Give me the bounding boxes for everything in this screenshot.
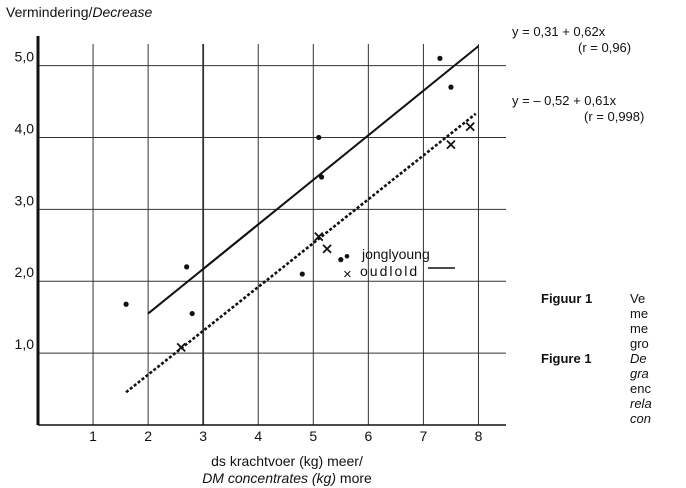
legend-label-old: oudlold — [360, 263, 419, 279]
data-point-old — [314, 232, 324, 242]
fit-r-old: (r = 0,998) — [584, 109, 644, 124]
legend-label-young: jonglyoung — [361, 246, 430, 262]
x-tick-label: 6 — [364, 428, 372, 444]
data-point-old — [446, 140, 456, 150]
x-axis-label-nl: ds krachtvoer (kg) meer/ — [211, 453, 363, 469]
x-axis-label-en: DM concentrates (kg) more — [202, 470, 372, 486]
caption-line: De — [630, 351, 647, 366]
x-tick-label: 4 — [254, 428, 262, 444]
y-tick-label: 4,0 — [15, 120, 35, 136]
fit-equation-old: y = – 0,52 + 0,61x — [512, 93, 617, 108]
fit-lines — [125, 45, 480, 394]
caption-line: Ve — [630, 291, 646, 306]
y-axis-label-nl: Vermindering/Decrease — [6, 4, 153, 20]
grid-lines — [38, 44, 506, 425]
fit-equation-young: y = 0,31 + 0,62x — [512, 24, 606, 39]
legend-cross-symbol: × — [343, 266, 352, 283]
y-tick-label: 5,0 — [15, 49, 35, 65]
y-tick-label: 2,0 — [15, 264, 35, 280]
data-point-young — [316, 134, 322, 141]
cross-stroke — [176, 342, 186, 352]
tick-labels: 1 2 3 4 5 6 7 8 1,0 2,0 3,0 4,0 5,0 — [15, 49, 483, 444]
cross-stroke — [446, 140, 456, 150]
legend: • jonglyoung × oudlold — [343, 246, 430, 283]
data-point-young — [123, 301, 129, 307]
cross-stroke — [322, 244, 332, 254]
caption-line: gra — [630, 366, 649, 381]
data-point-young — [299, 271, 305, 277]
caption-line: enc — [630, 381, 651, 396]
caption-line: me — [630, 321, 649, 336]
x-tick-label: 3 — [199, 428, 207, 444]
fit-line-young — [202, 223, 259, 270]
data-point-young — [318, 174, 325, 180]
data-point-old — [322, 244, 332, 254]
x-tick-label: 1 — [89, 428, 97, 444]
data-point-young — [189, 310, 195, 317]
caption-line: me — [630, 306, 649, 321]
data-point-young — [184, 264, 190, 270]
fit-line-old — [125, 112, 477, 394]
caption-line: con — [630, 411, 651, 426]
data-point-old — [176, 342, 186, 352]
data-point-old — [465, 122, 475, 132]
axes — [36, 36, 506, 426]
x-tick-label: 8 — [475, 428, 483, 444]
legend-dot-symbol: • — [344, 247, 350, 266]
x-tick-label: 7 — [420, 428, 428, 444]
x-tick-label: 5 — [309, 428, 317, 444]
data-points — [123, 55, 475, 352]
cross-stroke — [314, 232, 324, 242]
caption-label-nl: Figuur 1 — [541, 291, 593, 306]
caption-line: rela — [630, 396, 652, 411]
cross-stroke — [465, 122, 475, 132]
x-tick-label: 2 — [144, 428, 152, 444]
fit-r-young: (r = 0,96) — [578, 40, 631, 55]
data-point-young — [437, 55, 443, 61]
y-tick-label: 3,0 — [15, 192, 35, 208]
data-point-young — [448, 84, 454, 90]
caption-label-en: Figure 1 — [541, 351, 592, 366]
fit-line-young — [257, 45, 480, 226]
caption-line: gro — [630, 336, 649, 351]
data-point-young — [338, 257, 344, 263]
y-tick-label: 1,0 — [15, 336, 35, 352]
